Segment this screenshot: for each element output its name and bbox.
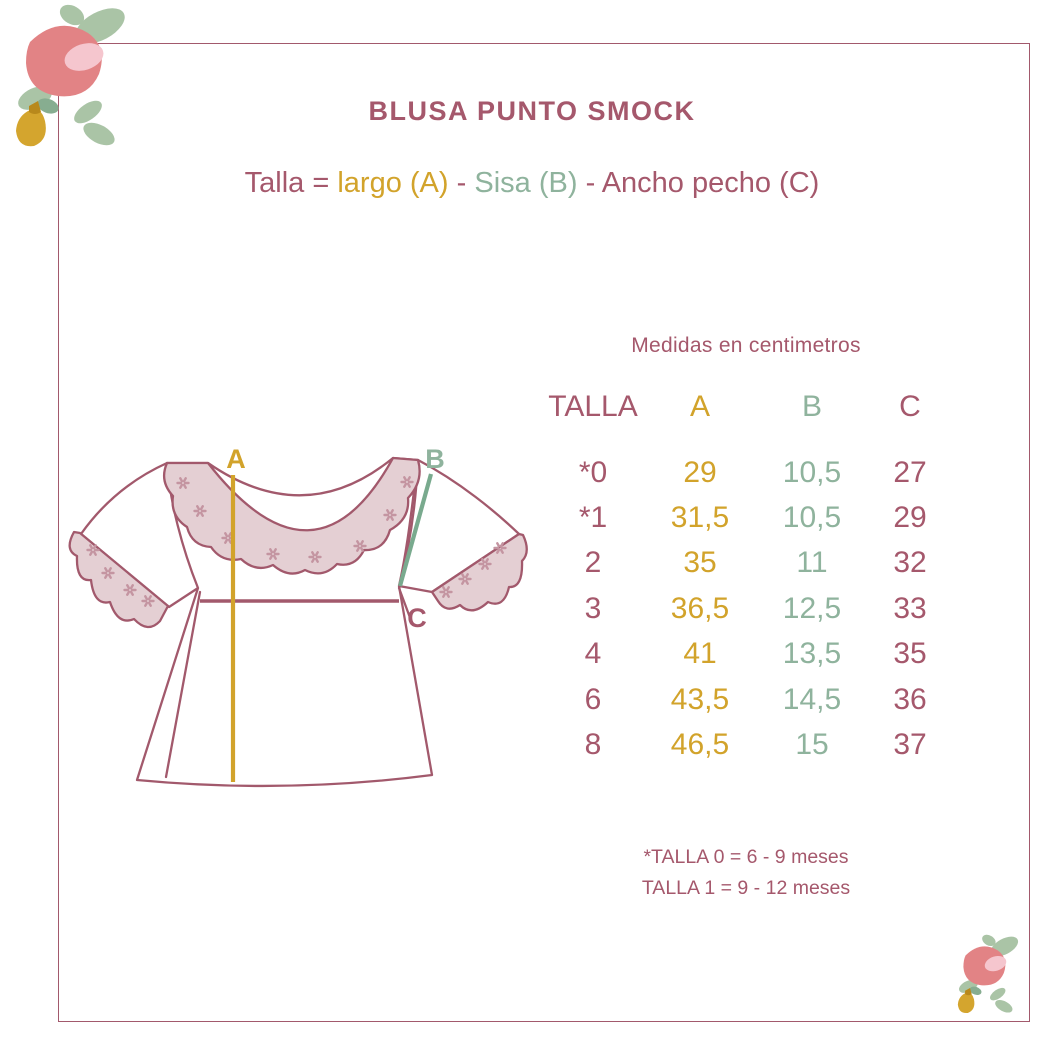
measure-value: 27 — [893, 455, 927, 489]
size-label: 8 — [584, 728, 602, 762]
formula-dash: - — [456, 167, 467, 199]
measure-value: 12,5 — [782, 591, 842, 625]
measure-label-b: B — [425, 444, 445, 474]
measure-value: 36,5 — [670, 591, 730, 625]
col-header-b: B — [801, 390, 822, 423]
units-caption: Medidas en centimetros — [631, 334, 861, 357]
formula-sisa-b: Sisa (B) — [474, 167, 578, 199]
size-label: 2 — [584, 546, 602, 580]
rose-flower-icon — [16, 4, 125, 147]
measure-value: 33 — [893, 591, 927, 625]
measure-value: 35 — [683, 546, 717, 580]
size-label: 4 — [584, 637, 602, 671]
measure-value: 10,5 — [782, 455, 842, 489]
measure-value: 37 — [893, 728, 927, 762]
size-formula: Talla = largo (A) - Sisa (B) - Ancho pec… — [0, 167, 1064, 200]
col-header-a: A — [689, 390, 710, 423]
left-cuff — [68, 530, 170, 629]
formula-dash: - — [585, 167, 596, 199]
measure-value: 29 — [893, 501, 927, 535]
formula-talla: Talla = — [244, 167, 330, 199]
measure-value: 41 — [683, 637, 717, 671]
side-fold-line — [397, 586, 414, 625]
size-table: *0 29 10,5 27 *1 31,5 10,5 29 2 35 11 32… — [540, 450, 950, 768]
measure-line-b — [397, 473, 434, 587]
measure-value: 29 — [683, 455, 717, 489]
measure-value: 43,5 — [670, 682, 730, 716]
measure-value: 11 — [796, 546, 828, 580]
measure-value: 15 — [795, 728, 829, 762]
measure-label-a: A — [226, 444, 246, 474]
measure-label-c: C — [407, 603, 427, 633]
measure-value: 13,5 — [782, 637, 842, 671]
footnote-talla-1: TALLA 1 = 9 - 12 meses — [641, 877, 851, 899]
measure-value: 32 — [893, 546, 927, 580]
col-header-c: C — [899, 390, 921, 423]
footnote-talla-0: *TALLA 0 = 6 - 9 meses — [643, 846, 849, 868]
collar — [162, 456, 421, 575]
size-label: 3 — [584, 591, 602, 625]
formula-largo-a: largo (A) — [337, 167, 449, 199]
rose-flower-icon — [957, 934, 1019, 1014]
blouse-illustration: A B C — [68, 444, 528, 788]
measure-value: 36 — [893, 682, 927, 716]
skirt-fold-line — [164, 590, 202, 779]
measure-value: 14,5 — [782, 682, 842, 716]
measure-value: 35 — [893, 637, 927, 671]
measure-value: 31,5 — [670, 501, 730, 535]
page-title: BLUSA PUNTO SMOCK — [368, 96, 696, 126]
size-footnotes: *TALLA 0 = 6 - 9 meses TALLA 1 = 9 - 12 … — [540, 842, 952, 904]
measure-value: 10,5 — [782, 501, 842, 535]
size-table-header: TALLA A B C — [540, 386, 950, 428]
formula-ancho-c: Ancho pecho (C) — [601, 167, 820, 199]
size-label: *1 — [578, 501, 608, 535]
size-label: *0 — [578, 455, 608, 489]
col-header-talla: TALLA — [548, 390, 638, 423]
border-frame — [58, 43, 1030, 1022]
size-label: 6 — [584, 682, 602, 716]
measure-value: 46,5 — [670, 728, 730, 762]
